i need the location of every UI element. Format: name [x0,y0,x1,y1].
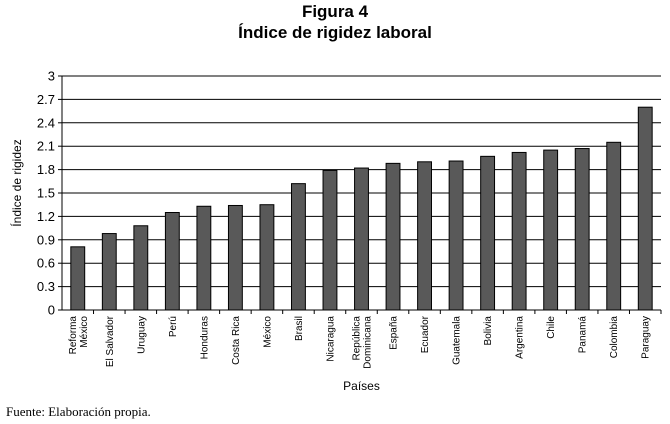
x-tick-label-line: Paraguay [641,316,652,359]
x-axis-label: Países [343,379,380,393]
bar [417,161,432,311]
x-tick-label: Costa Rica [231,316,242,365]
x-tick-label: México [262,316,273,348]
x-tick-label-line: Honduras [199,316,210,359]
y-tick-label: 0.6 [37,256,55,271]
x-tick-label-line: Uruguay [136,316,147,354]
x-tick-label-line: Brasil [294,316,305,341]
x-tick-label: Paraguay [641,316,652,359]
x-tick-label: Brasil [294,316,305,341]
bar [133,225,149,311]
x-tick-label-line: Colombia [609,316,620,359]
y-tick-label: 0.9 [37,232,55,247]
x-tick-label: Bolivia [483,316,494,346]
source-note: Fuente: Elaboración propia. [6,404,151,419]
x-tick-label: España [389,316,400,350]
x-tick-labels: Reforma México El Salvador Uruguay Perú Hondu… [68,310,662,369]
x-tick-label-line: Guatemala [452,316,463,365]
x-tick-label-line: Argentina [515,316,526,359]
x-tick-label-line: Bolivia [483,316,494,346]
y-tick-label: 1.5 [37,186,55,201]
bars [70,106,653,311]
x-tick-label: El Salvador [105,315,116,367]
x-tick-label: Guatemala [452,316,463,365]
figure-label: Figura 4 [301,2,369,21]
bar [196,205,212,311]
bar [606,141,622,311]
x-tick-label: Argentina [515,316,526,359]
x-tick-label-line: Perú [168,316,179,337]
y-tick-label: 2.4 [37,115,55,130]
x-tick-label: Honduras [199,316,210,359]
y-tick-label: 1.2 [37,209,55,224]
y-tick-label: 0 [48,303,55,318]
x-tick-label-line: Reforma [68,316,79,355]
x-tick-label: Nicaragua [325,316,336,362]
y-tick-label: 2.1 [37,139,55,154]
bar [385,162,401,311]
chart-title: Índice de rigidez laboral [238,23,432,42]
x-tick-label: Chile [546,316,557,339]
bar [291,183,306,311]
x-tick-label-line: República [352,316,363,361]
x-tick-label: Reforma México [68,316,90,355]
bar [70,246,86,311]
x-tick-label-line: Chile [546,316,557,339]
x-tick-label-line: México [262,316,273,348]
bar [480,155,496,311]
x-tick-label-line: Costa Rica [231,316,242,365]
bar [164,212,180,311]
x-tick-label: Uruguay [136,316,147,354]
bar [543,149,559,311]
x-tick-label: República Dominicana [352,316,374,369]
bar [259,204,275,311]
x-tick-label: Perú [168,316,179,337]
x-tick-label-line: México [79,316,90,348]
bar [101,233,117,311]
y-tick-label: 3 [48,69,55,84]
bar [354,167,369,311]
bar [322,169,338,311]
x-tick-label: Colombia [609,316,620,359]
x-tick-label: Ecuador [420,315,431,353]
x-tick-label: Panamá [578,316,589,354]
x-tick-label-line: Nicaragua [325,316,336,362]
bar [227,204,243,311]
y-tick-label: 2.7 [37,92,55,107]
bar-chart: 00.30.60.91.21.51.82.12.42.73 Reforma Méx… [9,69,662,393]
x-tick-label-line: Ecuador [420,315,431,353]
bar [574,148,590,311]
y-tick-labels: 0 0.3 0.6 0.9 1.2 1.5 1.8 2.1 2.4 2.7 3 [37,69,55,318]
y-tick-label: 0.3 [37,279,55,294]
x-tick-label-line: El Salvador [105,315,116,367]
y-tick-label: 1.8 [37,162,55,177]
x-tick-label-line: Panamá [578,316,589,354]
x-tick-label-line: Dominicana [363,316,374,369]
bar [511,151,527,311]
x-tick-label-line: España [389,316,400,350]
bar [448,160,464,311]
y-axis-label: Índice de rigidez [9,139,24,226]
bar [637,106,653,311]
